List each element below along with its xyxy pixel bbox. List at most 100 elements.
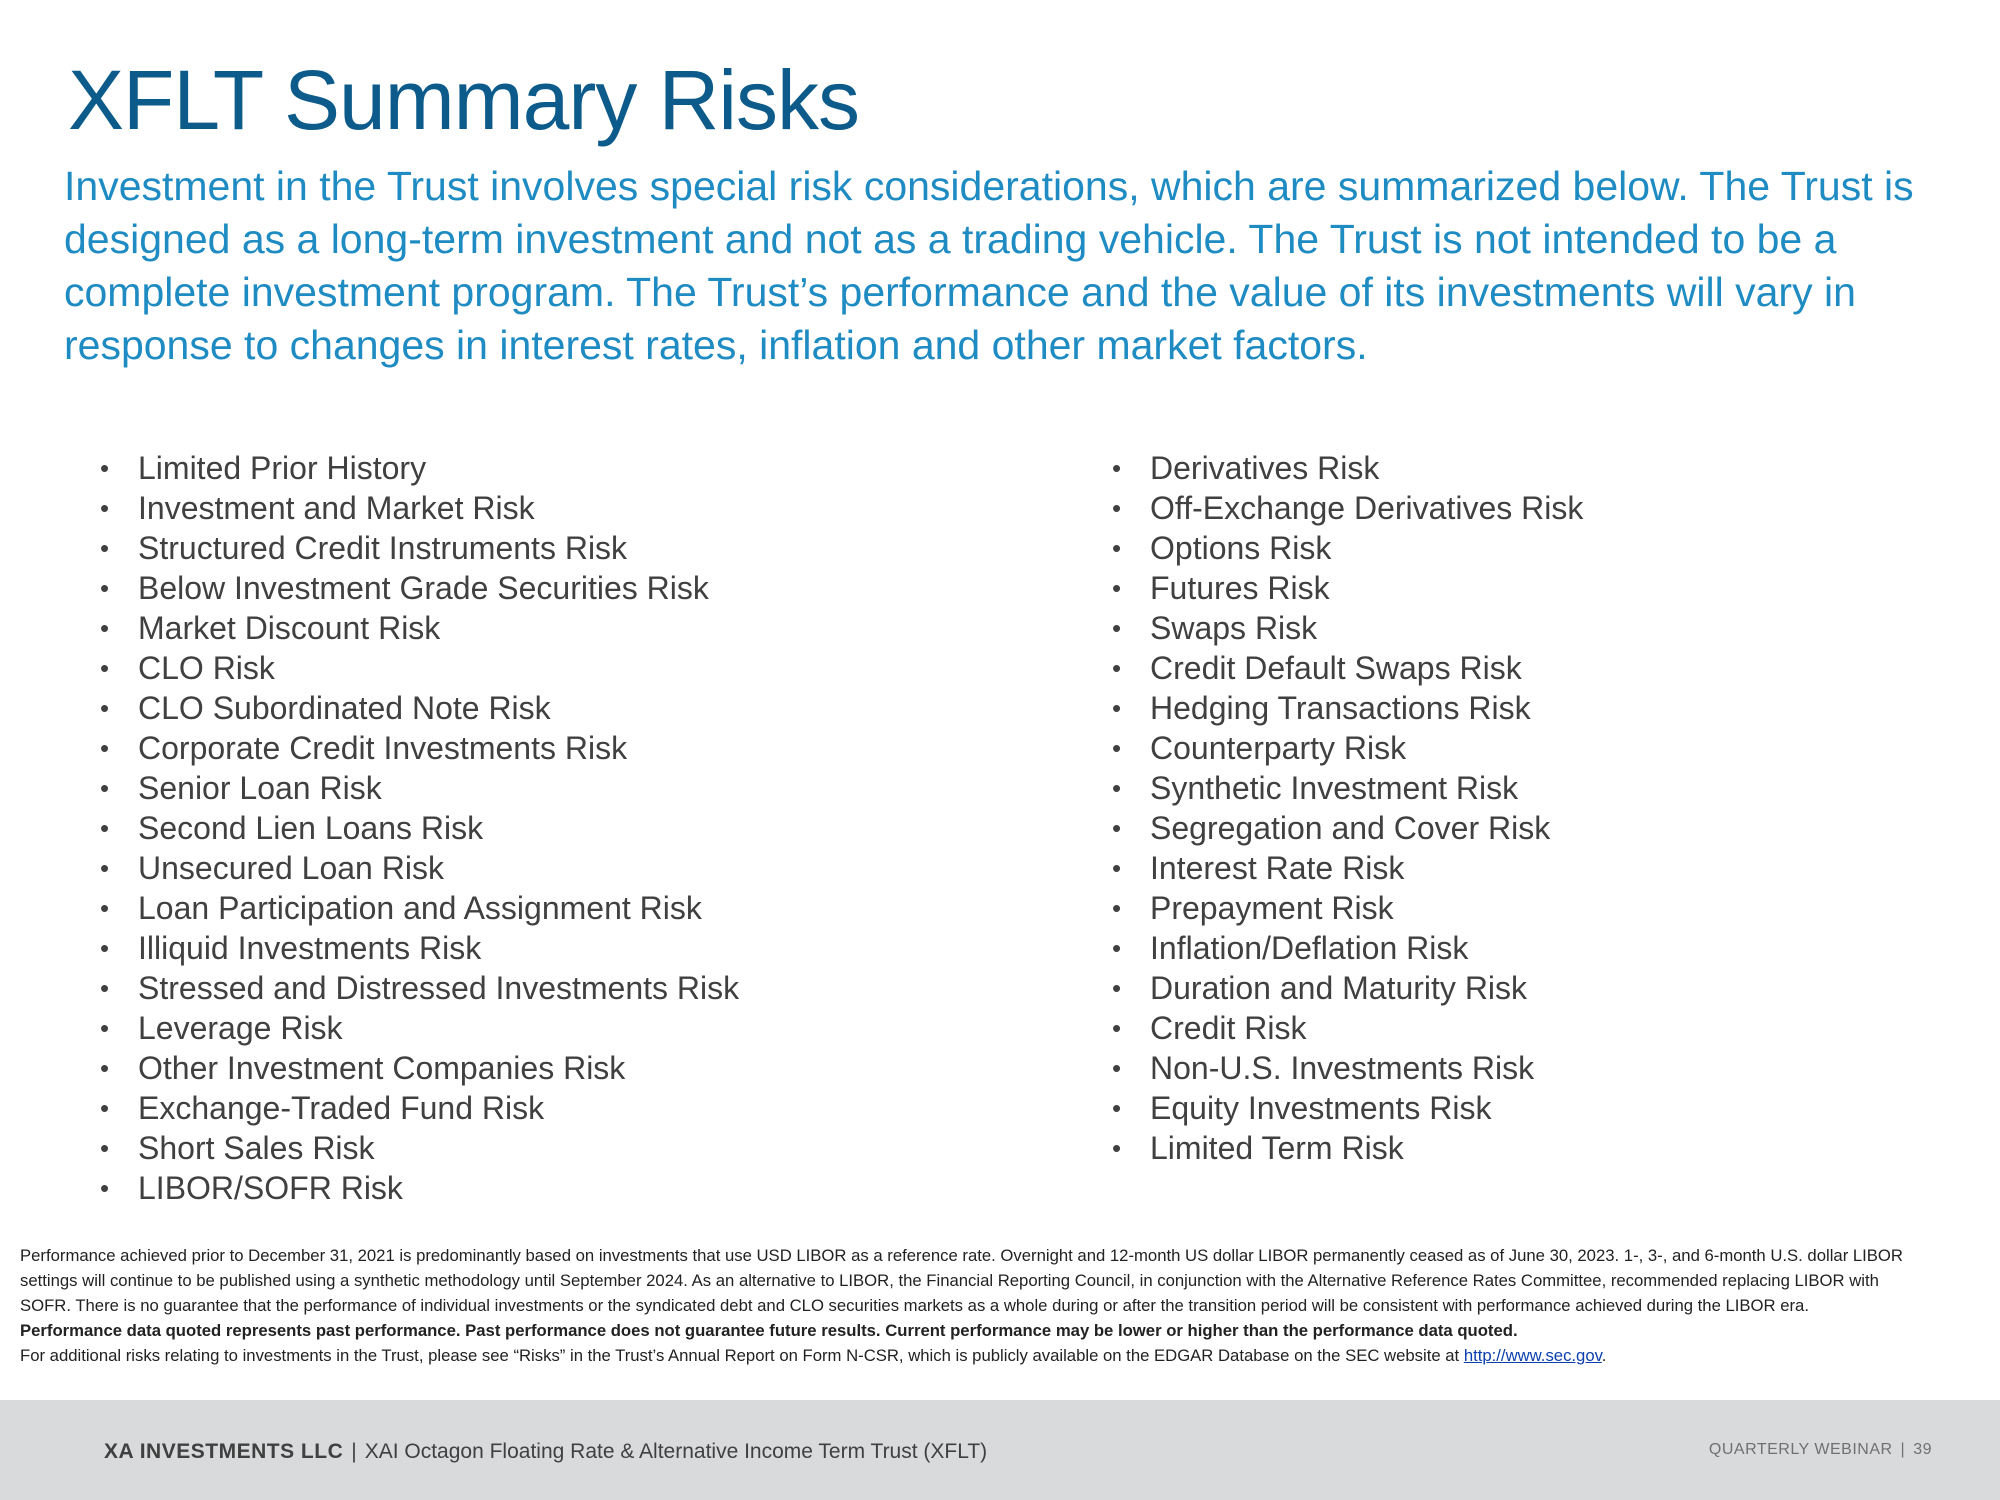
risk-item: • Illiquid Investments Risk — [100, 928, 1080, 968]
risk-label: CLO Subordinated Note Risk — [138, 690, 551, 726]
bullet-marker: • — [1112, 1133, 1122, 1163]
risk-label: Exchange-Traded Fund Risk — [138, 1090, 545, 1126]
bullet-marker: • — [1112, 733, 1122, 763]
risk-label: Illiquid Investments Risk — [138, 930, 482, 966]
risk-item: • Corporate Credit Investments Risk — [100, 728, 1080, 768]
risk-label: LIBOR/SOFR Risk — [138, 1170, 403, 1206]
bullet-marker: • — [100, 1133, 110, 1163]
event-name: QUARTERLY WEBINAR — [1708, 1441, 1893, 1458]
risk-label: Futures Risk — [1150, 570, 1330, 606]
bullet-marker: • — [1112, 693, 1122, 723]
footer-separator: | — [351, 1440, 357, 1463]
risk-label: Inflation/Deflation Risk — [1150, 930, 1469, 966]
risk-item: • Senior Loan Risk — [100, 768, 1080, 808]
libor-note: Performance achieved prior to December 3… — [20, 1246, 1903, 1315]
risk-item: • Unsecured Loan Risk — [100, 848, 1080, 888]
intro-paragraph: Investment in the Trust involves special… — [64, 163, 1914, 368]
performance-note: Performance data quoted represents past … — [20, 1321, 1518, 1340]
risk-label: Unsecured Loan Risk — [138, 850, 444, 886]
risk-label: Senior Loan Risk — [138, 770, 382, 806]
risk-label: Stressed and Distressed Investments Risk — [138, 970, 740, 1006]
risk-item: • Investment and Market Risk — [100, 488, 1080, 528]
risk-label: Leverage Risk — [138, 1010, 343, 1046]
risk-item: • Segregation and Cover Risk — [1112, 808, 1972, 848]
risk-label: Swaps Risk — [1150, 610, 1318, 646]
risk-label: Second Lien Loans Risk — [138, 810, 484, 846]
risk-item: • LIBOR/SOFR Risk — [100, 1168, 1080, 1208]
risk-item: • Futures Risk — [1112, 568, 1972, 608]
bullet-marker: • — [100, 493, 110, 523]
bullet-marker: • — [100, 533, 110, 563]
trailing-period: . — [1601, 1346, 1607, 1365]
risk-label: Short Sales Risk — [138, 1130, 375, 1166]
company-name: XA INVESTMENTS LLC — [104, 1440, 344, 1463]
risk-item: • Below Investment Grade Securities Risk — [100, 568, 1080, 608]
bullet-marker: • — [1112, 773, 1122, 803]
risk-label: Synthetic Investment Risk — [1150, 770, 1519, 806]
risk-item: • Second Lien Loans Risk — [100, 808, 1080, 848]
risk-item: • Prepayment Risk — [1112, 888, 1972, 928]
risk-label: Loan Participation and Assignment Risk — [138, 890, 702, 926]
risk-label: Counterparty Risk — [1150, 730, 1407, 766]
bullet-marker: • — [100, 693, 110, 723]
bullet-marker: • — [100, 653, 110, 683]
risk-item: • Credit Default Swaps Risk — [1112, 648, 1972, 688]
risk-item: • Exchange-Traded Fund Risk — [100, 1088, 1080, 1128]
additional-risks-note: For additional risks relating to investm… — [20, 1343, 1920, 1368]
risk-item: • Limited Term Risk — [1112, 1128, 1972, 1168]
risk-item: • Hedging Transactions Risk — [1112, 688, 1972, 728]
page-title: XFLT Summary Risks — [68, 53, 860, 147]
bullet-marker: • — [1112, 573, 1122, 603]
bullet-marker: • — [1112, 453, 1122, 483]
bullet-marker: • — [1112, 613, 1122, 643]
bullet-marker: • — [1112, 653, 1122, 683]
bullet-marker: • — [100, 1173, 110, 1203]
risk-label: Equity Investments Risk — [1150, 1090, 1492, 1126]
bullet-marker: • — [100, 1093, 110, 1123]
bullet-marker: • — [1112, 1093, 1122, 1123]
bullet-marker: • — [100, 933, 110, 963]
risk-item: • CLO Risk — [100, 648, 1080, 688]
bullet-marker: • — [100, 1053, 110, 1083]
footer: XA INVESTMENTS LLC | XAI Octagon Floating … — [0, 1400, 2000, 1500]
risk-item: • Leverage Risk — [100, 1008, 1080, 1048]
risk-label: Limited Prior History — [138, 450, 427, 486]
risk-label: Below Investment Grade Securities Risk — [138, 570, 709, 606]
risk-label: Other Investment Companies Risk — [138, 1050, 626, 1086]
bullet-marker: • — [100, 573, 110, 603]
risk-item: • CLO Subordinated Note Risk — [100, 688, 1080, 728]
risk-label: Credit Default Swaps Risk — [1150, 650, 1522, 686]
bullet-marker: • — [100, 613, 110, 643]
risk-item: • Loan Participation and Assignment Risk — [100, 888, 1080, 928]
risk-label: Investment and Market Risk — [138, 490, 535, 526]
risk-item: • Counterparty Risk — [1112, 728, 1972, 768]
risk-label: Market Discount Risk — [138, 610, 441, 646]
risk-item: • Inflation/Deflation Risk — [1112, 928, 1972, 968]
sec-website-link[interactable]: http://www.sec.gov — [1463, 1346, 1602, 1365]
risk-label: Derivatives Risk — [1150, 450, 1380, 486]
page-number: 39 — [1913, 1441, 1932, 1458]
risk-label: Options Risk — [1150, 530, 1332, 566]
fund-name: XAI Octagon Floating Rate & Alternative … — [364, 1440, 988, 1463]
bullet-marker: • — [100, 733, 110, 763]
risk-label: Segregation and Cover Risk — [1150, 810, 1551, 846]
risk-item: • Short Sales Risk — [100, 1128, 1080, 1168]
risk-label: Structured Credit Instruments Risk — [138, 530, 628, 566]
footer-separator-right: | — [1900, 1441, 1906, 1458]
bullet-marker: • — [100, 453, 110, 483]
risk-item: • Equity Investments Risk — [1112, 1088, 1972, 1128]
risk-item: • Other Investment Companies Risk — [100, 1048, 1080, 1088]
bullet-marker: • — [1112, 1013, 1122, 1043]
additional-risks-text: For additional risks relating to investm… — [20, 1346, 1464, 1365]
bullet-marker: • — [1112, 853, 1122, 883]
risk-list-right: • Derivatives Risk • Off-Exchange Derivativ… — [1112, 448, 1972, 1168]
risk-label: Limited Term Risk — [1150, 1130, 1404, 1166]
risk-item: • Duration and Maturity Risk — [1112, 968, 1972, 1008]
risk-item: • Synthetic Investment Risk — [1112, 768, 1972, 808]
bullet-marker: • — [1112, 813, 1122, 843]
risk-item: • Structured Credit Instruments Risk — [100, 528, 1080, 568]
risk-label: Credit Risk — [1150, 1010, 1307, 1046]
bullet-marker: • — [1112, 893, 1122, 923]
risk-label: Prepayment Risk — [1150, 890, 1394, 926]
